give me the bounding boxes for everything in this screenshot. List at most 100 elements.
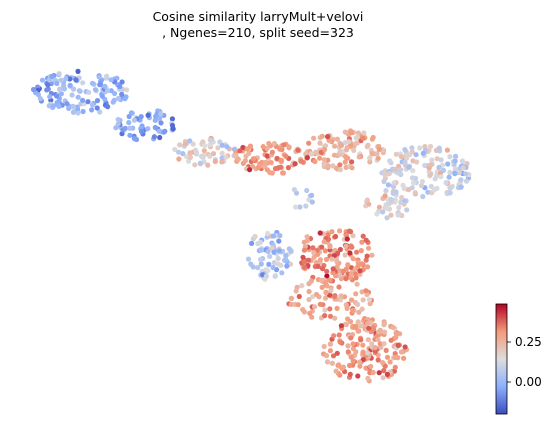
scatter-point: [244, 146, 250, 152]
scatter-point: [330, 269, 336, 276]
scatter-point: [344, 147, 350, 153]
scatter-point: [112, 90, 118, 97]
scatter-point: [458, 184, 464, 190]
scatter-point: [275, 261, 281, 267]
scatter-point: [295, 147, 301, 153]
scatter-point: [267, 253, 273, 259]
scatter-point: [322, 279, 328, 285]
scatter-point: [187, 150, 193, 156]
scatter-point: [375, 155, 381, 161]
scatter-point: [436, 164, 442, 170]
scatter-point: [404, 207, 410, 213]
scatter-point: [375, 337, 381, 343]
scatter-point: [180, 151, 186, 157]
scatter-point: [192, 162, 198, 168]
scatter-point: [97, 81, 104, 87]
scatter-point: [402, 344, 408, 350]
scatter-point: [318, 277, 324, 283]
scatter-point: [436, 145, 442, 151]
scatter-point: [391, 184, 397, 190]
scatter-point: [255, 165, 261, 171]
scatter-point: [376, 370, 382, 376]
scatter-point: [63, 76, 69, 82]
scatter-point: [190, 141, 196, 147]
scatter-point: [329, 360, 335, 366]
scatter-point: [309, 192, 315, 198]
scatter-point: [440, 167, 446, 173]
scatter-point: [322, 248, 328, 254]
scatter-point: [252, 233, 258, 240]
scatter-point: [275, 255, 281, 262]
scatter-point: [361, 130, 367, 136]
scatter-point: [355, 130, 361, 136]
scatter-point: [444, 147, 450, 153]
scatter-point: [152, 124, 158, 131]
scatter-point: [102, 83, 108, 89]
scatter-point: [324, 359, 331, 365]
scatter-point: [398, 154, 404, 160]
scatter-point: [223, 154, 229, 160]
scatter-point: [370, 134, 376, 141]
scatter-point: [80, 80, 86, 86]
scatter-point: [186, 158, 192, 164]
scatter-point: [396, 204, 402, 211]
scatter-point: [292, 161, 298, 167]
scatter-point: [360, 349, 366, 356]
scatter-point: [354, 249, 360, 255]
scatter-point: [458, 177, 464, 183]
scatter-point: [272, 273, 278, 279]
scatter-point: [45, 82, 51, 88]
scatter-point: [399, 194, 405, 201]
scatter-point: [289, 295, 295, 301]
scatter-point: [224, 144, 230, 150]
scatter-point: [326, 277, 333, 283]
scatter-point: [124, 87, 130, 93]
scatter-point: [383, 188, 389, 194]
scatter-point: [280, 170, 286, 176]
scatter-point: [89, 102, 96, 108]
scatter-point: [342, 252, 348, 258]
scatter-point: [443, 180, 449, 186]
scatter-point: [407, 152, 413, 158]
scatter-point: [447, 154, 453, 160]
scatter-point: [47, 94, 53, 100]
scatter-point: [398, 171, 404, 178]
scatter-point: [89, 107, 95, 113]
scatter-point: [288, 301, 294, 307]
scatter-point: [330, 163, 336, 169]
scatter-point: [463, 171, 469, 177]
scatter-point: [388, 212, 394, 218]
scatter-point: [336, 332, 342, 338]
scatter-point: [57, 86, 63, 92]
scatter-point: [324, 268, 330, 274]
scatter-point: [345, 262, 351, 268]
scatter-point: [393, 151, 399, 157]
scatter-point: [208, 137, 214, 143]
scatter-point: [219, 159, 225, 165]
scatter-point: [301, 247, 307, 253]
scatter-point: [390, 190, 396, 196]
scatter-point: [187, 138, 193, 144]
scatter-point: [365, 264, 371, 270]
scatter-point: [381, 178, 387, 185]
scatter-point: [197, 160, 203, 166]
scatter-point: [298, 158, 304, 164]
scatter-point: [317, 257, 323, 263]
scatter-point: [145, 126, 151, 132]
scatter-point: [94, 98, 101, 104]
scatter-point: [237, 148, 243, 154]
scatter-point: [50, 103, 57, 109]
scatter-point: [334, 264, 340, 270]
scatter-point: [425, 189, 431, 195]
scatter-point: [368, 363, 374, 370]
scatter-point: [266, 261, 272, 267]
scatter-point: [375, 357, 381, 363]
scatter-point: [295, 302, 301, 308]
scatter-point: [363, 257, 369, 263]
scatter-point: [346, 228, 352, 234]
colorbar: 0.00 0.25: [495, 303, 542, 415]
scatter-point: [193, 149, 199, 155]
scatter-point: [115, 95, 122, 101]
scatter-point: [302, 259, 308, 265]
